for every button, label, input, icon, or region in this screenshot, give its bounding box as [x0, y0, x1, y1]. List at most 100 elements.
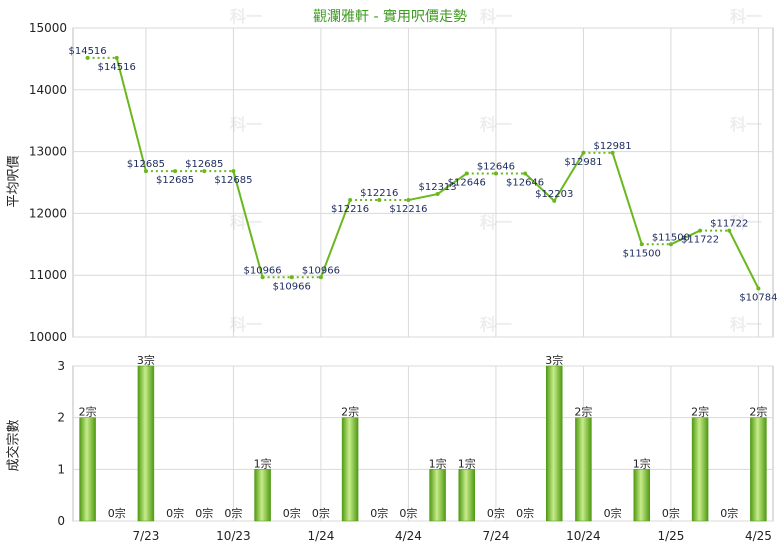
x-tick-label: 1/25: [657, 529, 684, 543]
price-point-label: $12216: [360, 188, 398, 199]
volume-bar-label: 0宗: [195, 506, 213, 520]
price-point: [727, 228, 732, 233]
volume-y-tick-label: 1: [57, 462, 65, 476]
volume-bar: [341, 417, 359, 522]
price-line-segment: [728, 230, 760, 289]
volume-bar: [750, 417, 767, 522]
x-tick-label: 7/24: [482, 529, 509, 543]
price-y-tick-label: 10000: [29, 330, 67, 344]
volume-bar-label: 2宗: [79, 405, 97, 419]
price-point: [348, 198, 353, 203]
volume-bar-label: 1宗: [458, 456, 476, 470]
price-point: [406, 198, 411, 203]
price-point: [318, 275, 323, 280]
price-y-tick-label: 12000: [29, 206, 67, 220]
price-point-label: $12313: [418, 182, 456, 193]
watermark-text: 科一: [730, 115, 762, 134]
price-point: [143, 169, 148, 174]
price-y-tick-label: 13000: [29, 145, 67, 159]
price-point-label: $10966: [243, 265, 281, 276]
price-point: [610, 150, 615, 155]
volume-bar-label: 2宗: [341, 405, 359, 419]
volume-bar: [575, 417, 592, 522]
price-line-segment: [408, 193, 438, 202]
price-point: [202, 169, 207, 174]
price-line-segment: [670, 229, 701, 246]
volume-bar-label: 0宗: [720, 506, 738, 520]
volume-plot-frame: [72, 365, 774, 522]
volume-bar-label: 0宗: [662, 506, 680, 520]
price-point-label: $10966: [302, 265, 340, 276]
watermark-text: 科一: [230, 115, 262, 134]
price-point-label: $12685: [156, 175, 194, 186]
price-point-label: $14516: [98, 62, 136, 73]
volume-bar-label: 3宗: [545, 353, 563, 367]
watermark-text: 科一: [480, 213, 512, 232]
volume-y-tick-label: 3: [57, 359, 65, 373]
price-point: [377, 198, 382, 203]
price-point-label: $12981: [593, 141, 631, 152]
price-point-label: $11500: [623, 248, 661, 259]
watermark-text: 科一: [480, 115, 512, 134]
price-point: [231, 169, 236, 174]
price-point-label: $14516: [68, 46, 106, 57]
volume-bar: [458, 469, 475, 522]
volume-bar-label: 0宗: [312, 506, 330, 520]
volume-bar-label: 0宗: [487, 506, 505, 520]
price-point-label: $11500: [652, 232, 690, 243]
price-point: [435, 192, 440, 197]
price-point-label: $12981: [564, 157, 602, 168]
price-point-label: $12203: [535, 189, 573, 200]
watermark-text: 科一: [730, 315, 762, 334]
price-line-segment: [232, 170, 264, 278]
price-line-segment: [524, 172, 555, 202]
price-point: [668, 242, 673, 247]
price-point: [173, 169, 178, 174]
price-axis-title: 平均呎價: [6, 155, 22, 208]
watermark-text: 科一: [480, 315, 512, 334]
volume-axis-title: 成交宗數: [6, 419, 22, 472]
volume-bar-label: 2宗: [749, 405, 767, 419]
price-point: [289, 275, 294, 280]
x-tick-label: 4/24: [395, 529, 422, 543]
price-point: [581, 150, 586, 155]
volume-bar-label: 3宗: [137, 353, 155, 367]
price-line-segment: [437, 172, 468, 195]
price-point: [756, 286, 761, 291]
price-line-segment: [319, 199, 352, 278]
price-line-segment: [115, 57, 147, 172]
price-point-label: $12685: [185, 159, 223, 170]
price-line-segment: [553, 152, 585, 202]
price-point-label: $12646: [477, 161, 515, 172]
price-y-tick-label: 14000: [29, 83, 67, 97]
price-line-segment: [611, 152, 643, 245]
x-tick-label: 1/24: [307, 529, 334, 543]
x-tick-label: 4/25: [745, 529, 772, 543]
volume-bar: [691, 417, 709, 522]
volume-bar-label: 2宗: [691, 405, 709, 419]
price-point-label: $12685: [214, 175, 252, 186]
price-point-label: $12685: [127, 159, 165, 170]
volume-bar-label: 1宗: [633, 456, 651, 470]
price-point: [260, 275, 265, 280]
x-tick-label: 10/23: [216, 529, 251, 543]
volume-bar-label: 0宗: [516, 506, 534, 520]
volume-bar-label: 1宗: [429, 456, 447, 470]
volume-bar: [429, 469, 446, 522]
price-point: [114, 55, 119, 60]
volume-bar-label: 0宗: [399, 506, 417, 520]
volume-bar: [254, 469, 271, 522]
chart-title: 觀瀾雅軒 - 實用呎價走勢: [313, 9, 467, 25]
watermark-text: 科一: [230, 315, 262, 334]
volume-bar-label: 0宗: [283, 506, 301, 520]
price-point-label: $12216: [389, 204, 427, 215]
price-point: [464, 171, 469, 176]
volume-bar: [546, 365, 563, 522]
volume-bar-label: 0宗: [224, 506, 242, 520]
volume-bar: [137, 365, 155, 522]
watermark-text: 科一: [730, 213, 762, 232]
price-point: [698, 228, 703, 233]
price-point: [639, 242, 644, 247]
